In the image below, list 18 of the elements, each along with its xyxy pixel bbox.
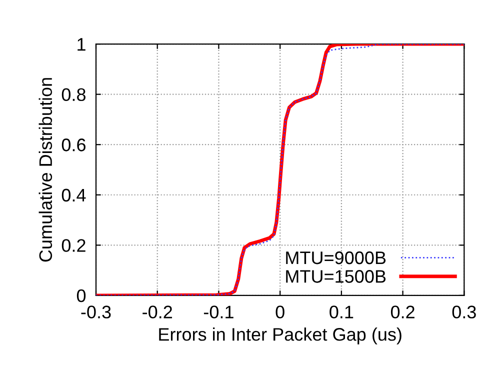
y-tick-label: 0.6 [62,138,86,152]
x-tick-label: 0 [276,306,284,318]
x-tick-label: -0.3 [81,306,111,318]
line-series [96,44,464,296]
legend-label: MTU=1500B [286,270,386,283]
y-tick-label: 0.4 [62,188,86,202]
x-tick-label: 0.2 [390,306,414,318]
y-axis-title: Cumulative Distribution [38,78,52,262]
x-tick-label: -0.1 [204,306,234,318]
x-tick-label: -0.2 [142,306,172,318]
y-tick-label: 0.2 [62,239,86,252]
legend-label: MTU=9000B [286,251,386,264]
x-tick-label: 0.3 [452,306,476,318]
x-axis-title: Errors in Inter Packet Gap (us) [159,328,402,344]
y-tick-label: 0 [76,289,86,302]
y-tick-label: 1 [78,38,86,51]
y-tick-label: 0.8 [62,88,86,102]
x-tick-label: 0.1 [330,306,354,318]
